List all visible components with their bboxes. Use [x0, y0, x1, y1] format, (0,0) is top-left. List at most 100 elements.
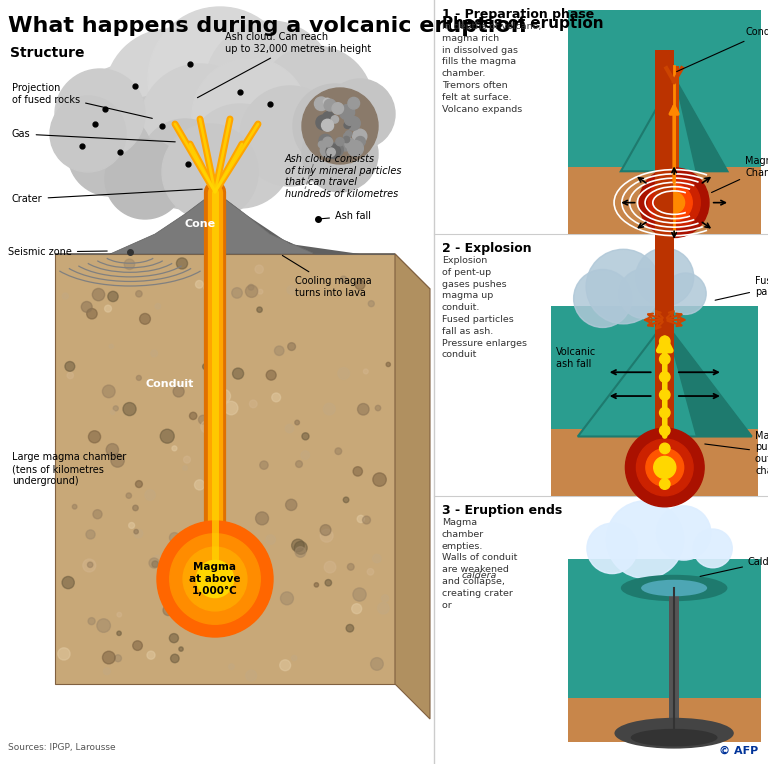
Text: 3 - Eruption ends: 3 - Eruption ends: [442, 504, 562, 517]
Circle shape: [319, 141, 325, 147]
Circle shape: [301, 451, 310, 459]
Circle shape: [111, 454, 124, 467]
Circle shape: [55, 69, 145, 159]
Circle shape: [343, 497, 349, 503]
Circle shape: [327, 148, 336, 157]
Text: Projection
of fused rocks: Projection of fused rocks: [12, 83, 152, 118]
Circle shape: [636, 248, 694, 306]
Circle shape: [203, 364, 209, 370]
Circle shape: [382, 594, 389, 602]
Circle shape: [335, 448, 342, 455]
Circle shape: [272, 393, 280, 402]
Circle shape: [245, 559, 249, 564]
Circle shape: [319, 134, 332, 147]
Circle shape: [314, 97, 328, 111]
Circle shape: [217, 390, 230, 403]
Circle shape: [329, 142, 343, 157]
Circle shape: [170, 533, 180, 542]
Circle shape: [200, 421, 213, 433]
Text: Cone: Cone: [184, 219, 216, 229]
Circle shape: [163, 605, 174, 616]
Circle shape: [302, 432, 309, 440]
Circle shape: [294, 542, 307, 555]
Circle shape: [117, 613, 121, 617]
Circle shape: [660, 372, 670, 382]
Circle shape: [660, 443, 670, 454]
Circle shape: [326, 123, 333, 130]
Ellipse shape: [631, 729, 717, 746]
Bar: [669, 588, 680, 742]
Circle shape: [325, 79, 395, 149]
Text: Structure: Structure: [10, 46, 84, 60]
Circle shape: [170, 654, 179, 662]
Circle shape: [378, 603, 389, 614]
Circle shape: [190, 413, 197, 419]
Polygon shape: [395, 254, 430, 719]
Circle shape: [137, 375, 141, 380]
Circle shape: [248, 284, 254, 290]
Circle shape: [114, 655, 121, 662]
Circle shape: [587, 523, 637, 574]
Circle shape: [151, 350, 157, 357]
Circle shape: [344, 122, 351, 128]
Circle shape: [660, 407, 670, 418]
Circle shape: [224, 401, 238, 415]
Circle shape: [198, 416, 207, 424]
Circle shape: [129, 523, 134, 529]
Bar: [568, 10, 761, 171]
Circle shape: [173, 386, 184, 397]
Polygon shape: [55, 254, 430, 289]
Circle shape: [148, 7, 292, 151]
Bar: [568, 167, 761, 234]
Circle shape: [346, 116, 360, 130]
Circle shape: [97, 619, 111, 633]
Circle shape: [285, 424, 293, 432]
Circle shape: [109, 345, 114, 348]
Circle shape: [665, 273, 707, 315]
Circle shape: [145, 490, 155, 500]
Circle shape: [343, 133, 350, 140]
Circle shape: [586, 249, 660, 324]
Circle shape: [372, 473, 386, 487]
Circle shape: [58, 648, 70, 660]
Circle shape: [376, 406, 381, 411]
Circle shape: [147, 651, 155, 659]
Text: Ash cloud. Can reach
up to 32,000 metres in height: Ash cloud. Can reach up to 32,000 metres…: [197, 32, 371, 98]
Circle shape: [320, 143, 335, 157]
Circle shape: [88, 617, 95, 625]
Circle shape: [246, 285, 258, 297]
Polygon shape: [55, 192, 395, 254]
Circle shape: [356, 280, 365, 290]
Circle shape: [324, 99, 336, 111]
Text: caldera: caldera: [462, 571, 498, 580]
Circle shape: [255, 265, 263, 274]
Circle shape: [357, 515, 365, 523]
Circle shape: [172, 446, 177, 451]
Circle shape: [104, 668, 111, 675]
Circle shape: [133, 505, 138, 510]
Circle shape: [637, 439, 693, 496]
Polygon shape: [674, 77, 727, 171]
Circle shape: [287, 286, 296, 294]
Circle shape: [314, 583, 319, 587]
Circle shape: [104, 305, 111, 312]
Circle shape: [204, 285, 210, 290]
Circle shape: [105, 96, 205, 196]
Circle shape: [140, 313, 151, 324]
Circle shape: [205, 21, 335, 151]
Circle shape: [296, 461, 303, 468]
Circle shape: [89, 268, 94, 274]
Circle shape: [229, 664, 234, 669]
Text: Magma
pushed
out of
chamber: Magma pushed out of chamber: [705, 431, 768, 475]
Circle shape: [654, 456, 676, 478]
Circle shape: [664, 193, 684, 213]
Text: Explosion
of pent-up
gases pushes
magma up
conduit.
Fused particles
fall as ash.: Explosion of pent-up gases pushes magma …: [442, 256, 527, 359]
Circle shape: [362, 516, 370, 524]
Circle shape: [346, 624, 354, 632]
Bar: [655, 50, 674, 496]
Circle shape: [274, 346, 284, 355]
Ellipse shape: [614, 718, 733, 749]
Circle shape: [188, 104, 292, 208]
Polygon shape: [665, 322, 752, 436]
Circle shape: [367, 568, 374, 575]
